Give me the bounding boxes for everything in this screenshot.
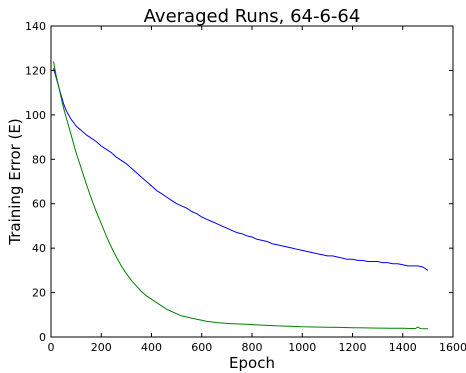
x-tick-label: 600	[191, 341, 212, 354]
x-axis-title: Epoch	[229, 354, 275, 372]
series-line-2	[53, 61, 428, 330]
y-tick-label: 20	[32, 287, 46, 300]
x-tick-label: 400	[141, 341, 162, 354]
series-line-1	[53, 68, 429, 271]
plot-frame	[50, 25, 454, 338]
y-tick-label: 120	[25, 64, 46, 77]
x-tick-label: 1400	[389, 341, 417, 354]
x-tick-label: 1600	[439, 341, 466, 354]
series-layer	[53, 61, 429, 330]
y-axis-title: Training Error (E)	[6, 118, 24, 245]
x-tick-label: 200	[91, 341, 112, 354]
y-tick-label: 40	[32, 242, 46, 255]
chart-title: Averaged Runs, 64-6-64	[144, 6, 361, 27]
x-tick-label: 1200	[339, 341, 367, 354]
x-tick-label: 800	[242, 341, 263, 354]
x-tick-label: 0	[48, 341, 55, 354]
x-tick-label: 1000	[288, 341, 316, 354]
y-tick-label: 140	[25, 20, 46, 33]
y-tick-label: 80	[32, 153, 46, 166]
y-tick-label: 60	[32, 198, 46, 211]
y-tick-label: 100	[25, 109, 46, 122]
y-tick-label: 0	[39, 331, 46, 344]
tick-layer: 0 200 400 600 800 1000 1200 1400 1600 0 20 40 60 80 10…	[25, 20, 466, 354]
